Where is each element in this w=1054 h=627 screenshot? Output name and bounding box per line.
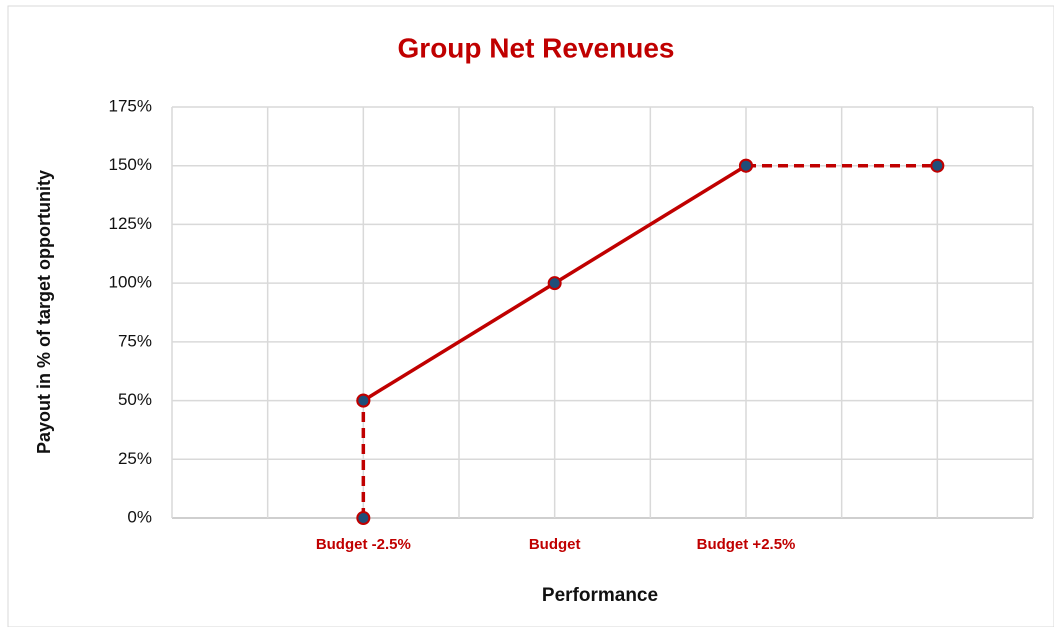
y-tick-label: 150% xyxy=(109,155,152,174)
y-tick-label: 50% xyxy=(118,390,152,409)
x-tick-label: Budget -2.5% xyxy=(316,536,411,553)
chart-title: Group Net Revenues xyxy=(398,32,675,63)
data-point xyxy=(356,511,371,525)
x-tick-label: Budget +2.5% xyxy=(697,536,796,553)
data-point xyxy=(930,158,945,173)
y-tick-label: 25% xyxy=(118,449,152,468)
data-point xyxy=(739,158,753,173)
y-tick-label: 75% xyxy=(118,331,152,350)
y-axis-label: Payout in % of target opportunity xyxy=(34,170,54,454)
data-point xyxy=(356,393,371,408)
x-axis-label: Performance xyxy=(542,585,658,606)
y-tick-label: 125% xyxy=(109,214,152,233)
data-point xyxy=(547,276,562,291)
y-tick-label: 0% xyxy=(127,507,152,526)
y-tick-label: 175% xyxy=(109,96,152,115)
chart-frame xyxy=(7,5,1054,627)
x-tick-label: Budget xyxy=(529,536,581,553)
y-tick-label: 100% xyxy=(109,273,152,292)
